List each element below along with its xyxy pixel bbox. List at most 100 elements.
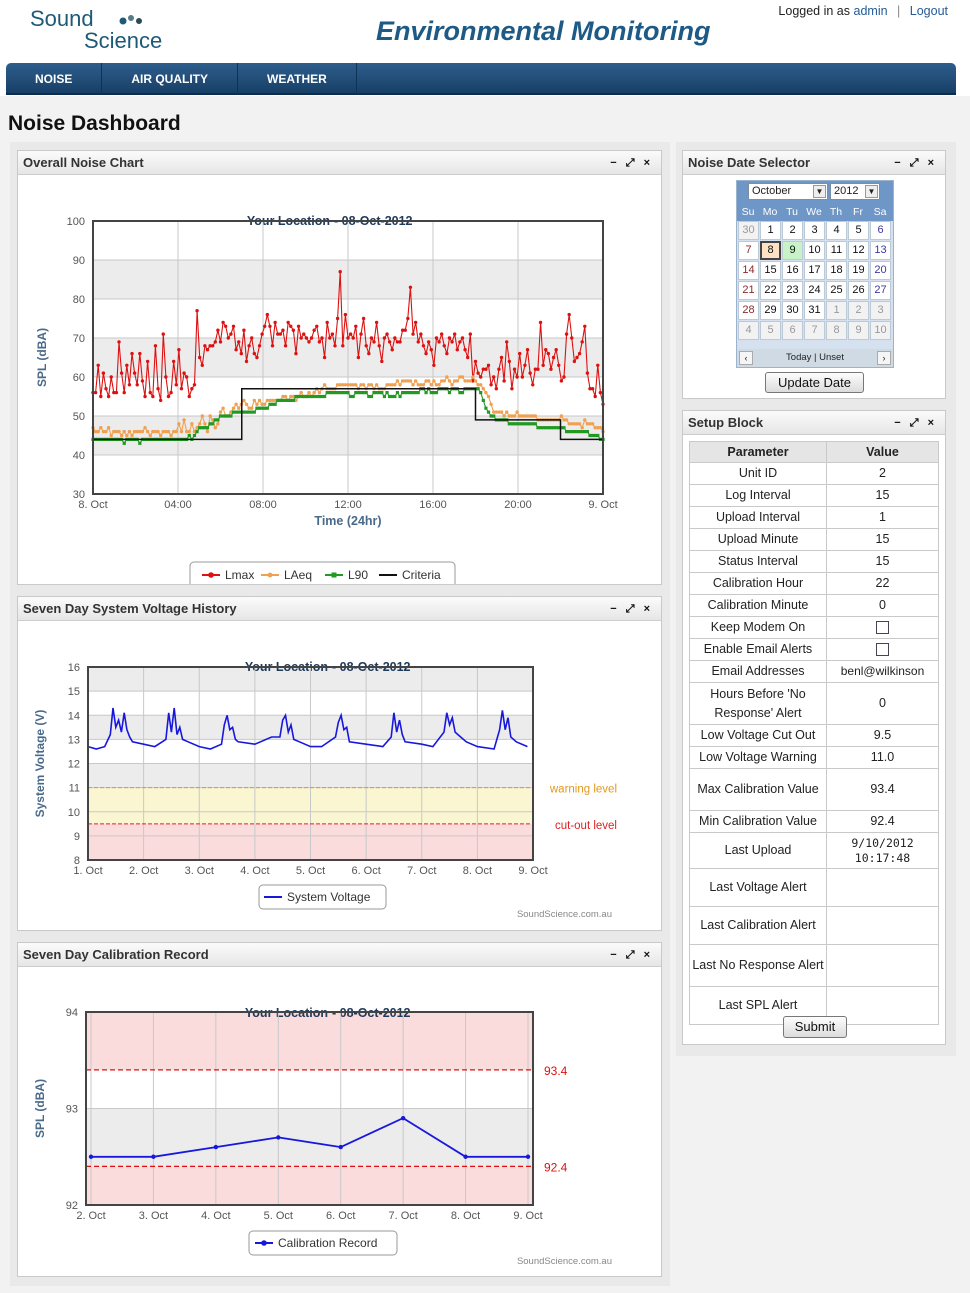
calendar-day[interactable]: 5 [760,321,781,340]
setup-value[interactable]: 93.4 [826,768,939,811]
calendar-day[interactable]: 24 [804,281,825,300]
calendar-day[interactable]: 30 [782,301,803,320]
calendar-day[interactable]: 23 [782,281,803,300]
setup-value[interactable] [826,944,939,987]
setup-row: Min Calibration Value 92.4 [689,810,939,833]
calendar-day[interactable]: 31 [804,301,825,320]
username-link[interactable]: admin [853,4,888,18]
setup-value[interactable]: 92.4 [826,810,939,833]
setup-value[interactable]: 15 [826,550,939,573]
calendar-day[interactable]: 16 [782,261,803,280]
nav-item-noise[interactable]: NOISE [6,63,103,95]
setup-row: Hours Before 'No Response' Alert 0 [689,682,939,725]
setup-value[interactable]: 9.5 [826,724,939,747]
block-tools-icon[interactable]: − ⤢ × [894,157,937,169]
data-point-lmax [312,328,316,332]
submit-button[interactable]: Submit [783,1016,847,1038]
weekday-label: Sa [873,206,887,218]
calendar-day[interactable]: 6 [782,321,803,340]
calendar-day[interactable]: 2 [848,301,869,320]
calendar-day[interactable]: 4 [826,221,847,240]
data-point-laeq [393,383,397,387]
setup-value[interactable]: 0 [826,682,939,725]
calendar-day[interactable]: 13 [870,241,891,260]
today-link[interactable]: Today [786,352,812,363]
data-point-l90 [312,394,316,399]
calendar-day[interactable]: 17 [804,261,825,280]
setup-value[interactable]: 15 [826,484,939,507]
setup-value[interactable]: 2 [826,462,939,485]
calendar-day[interactable]: 30 [738,221,759,240]
setup-value[interactable] [826,638,939,661]
setup-value[interactable]: 0 [826,594,939,617]
unset-link[interactable]: Unset [819,352,844,363]
setup-value[interactable]: 11.0 [826,746,939,769]
calendar-day[interactable]: 1 [826,301,847,320]
data-point-laeq [510,414,514,418]
data-point-l90 [122,441,126,445]
calendar-day[interactable]: 21 [738,281,759,300]
calendar-day[interactable]: 12 [848,241,869,260]
nav-item-weather[interactable]: WEATHER [238,63,357,95]
calendar-day[interactable]: 15 [760,261,781,280]
year-select[interactable]: 2012 ▼ [830,183,880,200]
calendar-day[interactable]: 2 [782,221,803,240]
calendar-day[interactable]: 20 [870,261,891,280]
update-date-button[interactable]: Update Date [765,372,864,393]
keep-modem-checkbox[interactable] [876,621,889,635]
calendar-day[interactable]: 29 [760,301,781,320]
setup-value[interactable]: 9/10/2012 10:17:48 [826,832,939,869]
block-tools-icon[interactable]: − ⤢ × [610,949,653,961]
data-point-lmax [117,340,121,344]
next-month-icon[interactable]: › [877,351,891,365]
block-tools-icon[interactable]: − ⤢ × [610,603,653,615]
calendar-day[interactable]: 11 [826,241,847,260]
nav-item-air-quality[interactable]: AIR QUALITY [102,63,239,95]
setup-param: Max Calibration Value [689,768,827,811]
calendar-day[interactable]: 18 [826,261,847,280]
data-point-lmax [104,387,108,391]
setup-value[interactable] [826,868,939,907]
calendar-day[interactable]: 5 [848,221,869,240]
setup-value[interactable]: 1 [826,506,939,529]
prev-month-icon[interactable]: ‹ [739,351,753,365]
calendar-day[interactable]: 9 [782,241,803,260]
calendar-day[interactable]: 8 [760,241,781,260]
data-point-laeq [216,422,220,426]
data-point-l90 [486,410,491,414]
calendar-day[interactable]: 27 [870,281,891,300]
calendar-day[interactable]: 1 [760,221,781,240]
threshold-label: 92.4 [544,1160,568,1174]
data-point-lmax [335,316,340,321]
data-point-laeq [291,394,296,399]
calendar-day[interactable]: 4 [738,321,759,340]
setup-value[interactable]: 22 [826,572,939,595]
calendar-day[interactable]: 6 [870,221,891,240]
setup-value[interactable]: 15 [826,528,939,551]
calendar-day[interactable]: 9 [848,321,869,340]
calendar-day[interactable]: 10 [804,241,825,260]
calendar-day[interactable]: 19 [848,261,869,280]
calendar-day[interactable]: 14 [738,261,759,280]
calendar-day[interactable]: 22 [760,281,781,300]
data-point-lmax [244,359,249,364]
date-selector-title: Noise Date Selector [688,155,811,170]
calendar-day[interactable]: 28 [738,301,759,320]
logout-link[interactable]: Logout [909,4,948,18]
setup-value[interactable] [826,616,939,639]
month-select[interactable]: October ▼ [748,183,828,200]
email-alerts-checkbox[interactable] [876,643,889,657]
block-tools-icon[interactable]: − ⤢ × [894,417,937,429]
sound-science-logo[interactable]: Sound Science [30,6,180,56]
calendar-day[interactable]: 26 [848,281,869,300]
calendar-day[interactable]: 7 [738,241,759,260]
calendar-day[interactable]: 3 [804,221,825,240]
calendar-day[interactable]: 10 [870,321,891,340]
calendar-day[interactable]: 7 [804,321,825,340]
block-tools-icon[interactable]: − ⤢ × [610,157,653,169]
setup-value[interactable] [826,906,939,945]
calendar-day[interactable]: 3 [870,301,891,320]
setup-value[interactable]: benl@wilkinson [826,660,939,683]
calendar-day[interactable]: 25 [826,281,847,300]
calendar-day[interactable]: 8 [826,321,847,340]
